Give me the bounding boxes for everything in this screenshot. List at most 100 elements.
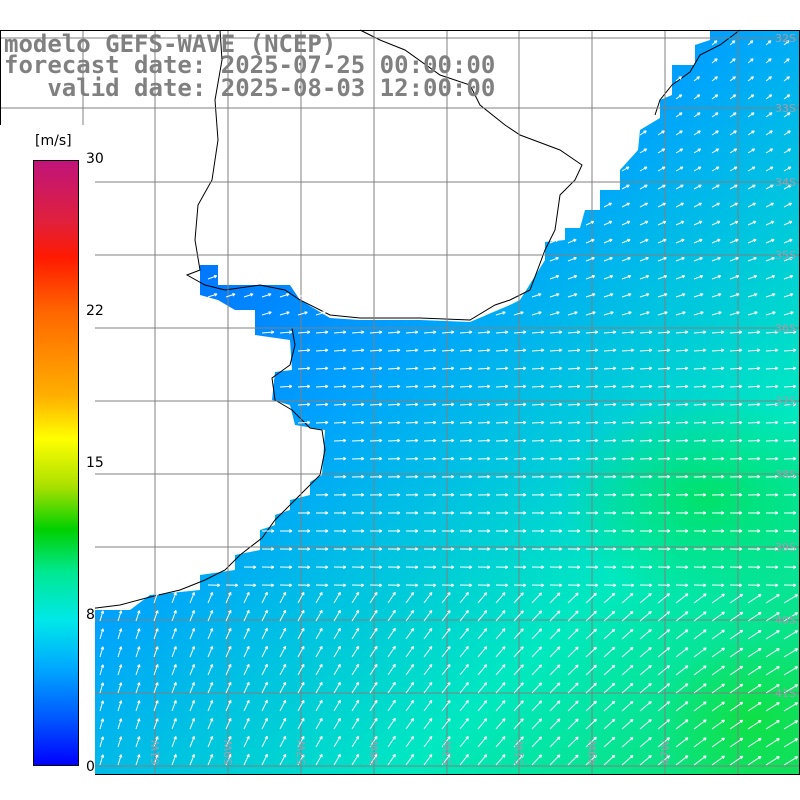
wind-arrow bbox=[117, 718, 123, 730]
wind-arrow bbox=[675, 493, 689, 497]
wind-arrow bbox=[387, 511, 401, 515]
wind-arrow bbox=[639, 719, 652, 730]
wind-arrow bbox=[657, 511, 671, 515]
wind-arrow bbox=[747, 547, 761, 551]
wind-arrow bbox=[370, 529, 383, 533]
wind-arrow bbox=[711, 511, 725, 515]
wind-arrow bbox=[423, 493, 437, 497]
wind-arrow bbox=[783, 330, 797, 335]
wind-arrow bbox=[333, 753, 341, 766]
wind-arrow bbox=[747, 511, 761, 515]
wind-arrow bbox=[315, 348, 329, 353]
wind-arrow bbox=[153, 610, 159, 622]
wind-arrow bbox=[460, 529, 473, 533]
wind-arrow bbox=[711, 701, 725, 712]
wind-arrow bbox=[369, 384, 383, 389]
wind-arrow bbox=[549, 646, 561, 658]
wind-arrow bbox=[297, 609, 305, 622]
wind-arrow bbox=[711, 220, 721, 226]
wind-arrow bbox=[513, 438, 527, 443]
wind-arrow bbox=[657, 456, 671, 461]
wind-arrow bbox=[621, 646, 634, 658]
wind-arrow bbox=[783, 94, 791, 100]
wind-arrow bbox=[315, 366, 329, 371]
wind-arrow bbox=[441, 330, 455, 335]
wind-arrow bbox=[603, 736, 616, 748]
wind-arrow bbox=[531, 456, 545, 461]
wind-arrow bbox=[675, 94, 683, 100]
wind-arrow bbox=[603, 220, 613, 226]
wind-arrow bbox=[729, 348, 743, 353]
wind-arrow bbox=[585, 220, 595, 226]
wind-arrow bbox=[693, 665, 707, 676]
wind-arrow bbox=[765, 565, 779, 569]
wind-arrow bbox=[621, 493, 635, 497]
wind-arrow bbox=[171, 628, 177, 640]
lat-label: 40S bbox=[775, 614, 796, 627]
wind-arrow bbox=[315, 583, 329, 588]
wind-arrow bbox=[783, 648, 799, 658]
wind-arrow bbox=[549, 366, 563, 371]
wind-arrow bbox=[279, 293, 290, 298]
wind-arrow bbox=[405, 330, 419, 335]
wind-arrow bbox=[675, 256, 685, 262]
wind-arrow bbox=[621, 166, 630, 172]
wind-arrow bbox=[711, 583, 725, 588]
wind-arrow bbox=[675, 202, 684, 208]
wind-arrow bbox=[495, 592, 506, 604]
wind-arrow bbox=[513, 547, 527, 551]
wind-arrow bbox=[621, 565, 635, 569]
wind-arrow bbox=[729, 755, 744, 766]
wind-arrow bbox=[243, 293, 254, 298]
wind-arrow bbox=[747, 366, 761, 371]
wind-arrow bbox=[639, 130, 647, 136]
wind-arrow bbox=[585, 474, 599, 479]
wind-arrow bbox=[442, 529, 455, 533]
wind-arrow bbox=[495, 565, 509, 569]
wind-arrow bbox=[333, 565, 347, 569]
wind-arrow bbox=[639, 166, 648, 172]
wind-arrow bbox=[711, 202, 720, 208]
wind-arrow bbox=[747, 665, 762, 676]
wind-arrow bbox=[441, 610, 451, 622]
wind-arrow bbox=[297, 717, 305, 730]
wind-arrow bbox=[729, 76, 736, 82]
wind-arrow bbox=[333, 366, 347, 371]
wind-arrow bbox=[495, 384, 509, 389]
wind-arrow bbox=[441, 628, 451, 640]
wind-arrow bbox=[657, 220, 667, 226]
wind-arrow bbox=[189, 736, 195, 748]
wind-arrow bbox=[369, 511, 383, 515]
wind-arrow bbox=[351, 681, 360, 694]
wind-arrow bbox=[765, 402, 779, 407]
wind-arrow bbox=[693, 384, 707, 389]
wind-arrow bbox=[261, 293, 272, 298]
wind-arrow bbox=[603, 256, 613, 262]
wind-arrow bbox=[225, 627, 232, 640]
wind-arrow bbox=[747, 456, 761, 461]
wind-arrow bbox=[747, 76, 754, 82]
wind-arrow bbox=[135, 700, 141, 712]
wind-arrow bbox=[441, 402, 455, 407]
wind-arrow bbox=[549, 348, 563, 353]
wind-arrow bbox=[639, 220, 649, 226]
wind-arrow bbox=[279, 330, 293, 335]
lon-label: 47W bbox=[659, 740, 672, 765]
wind-arrow bbox=[729, 719, 744, 730]
wind-arrow bbox=[405, 735, 415, 748]
wind-arrow bbox=[423, 402, 437, 407]
wind-arrow bbox=[549, 438, 563, 443]
wind-arrow bbox=[729, 611, 744, 622]
wind-arrow bbox=[513, 330, 527, 335]
wind-arrow bbox=[586, 529, 599, 533]
wind-arrow bbox=[297, 511, 311, 515]
wind-arrow bbox=[531, 366, 545, 371]
wind-arrow bbox=[585, 511, 599, 515]
wind-arrow bbox=[585, 646, 597, 658]
wind-arrow bbox=[747, 166, 756, 172]
wind-arrow bbox=[603, 583, 617, 588]
wind-arrow bbox=[243, 627, 250, 640]
wind-arrow bbox=[495, 700, 506, 712]
wind-arrow bbox=[585, 238, 595, 244]
